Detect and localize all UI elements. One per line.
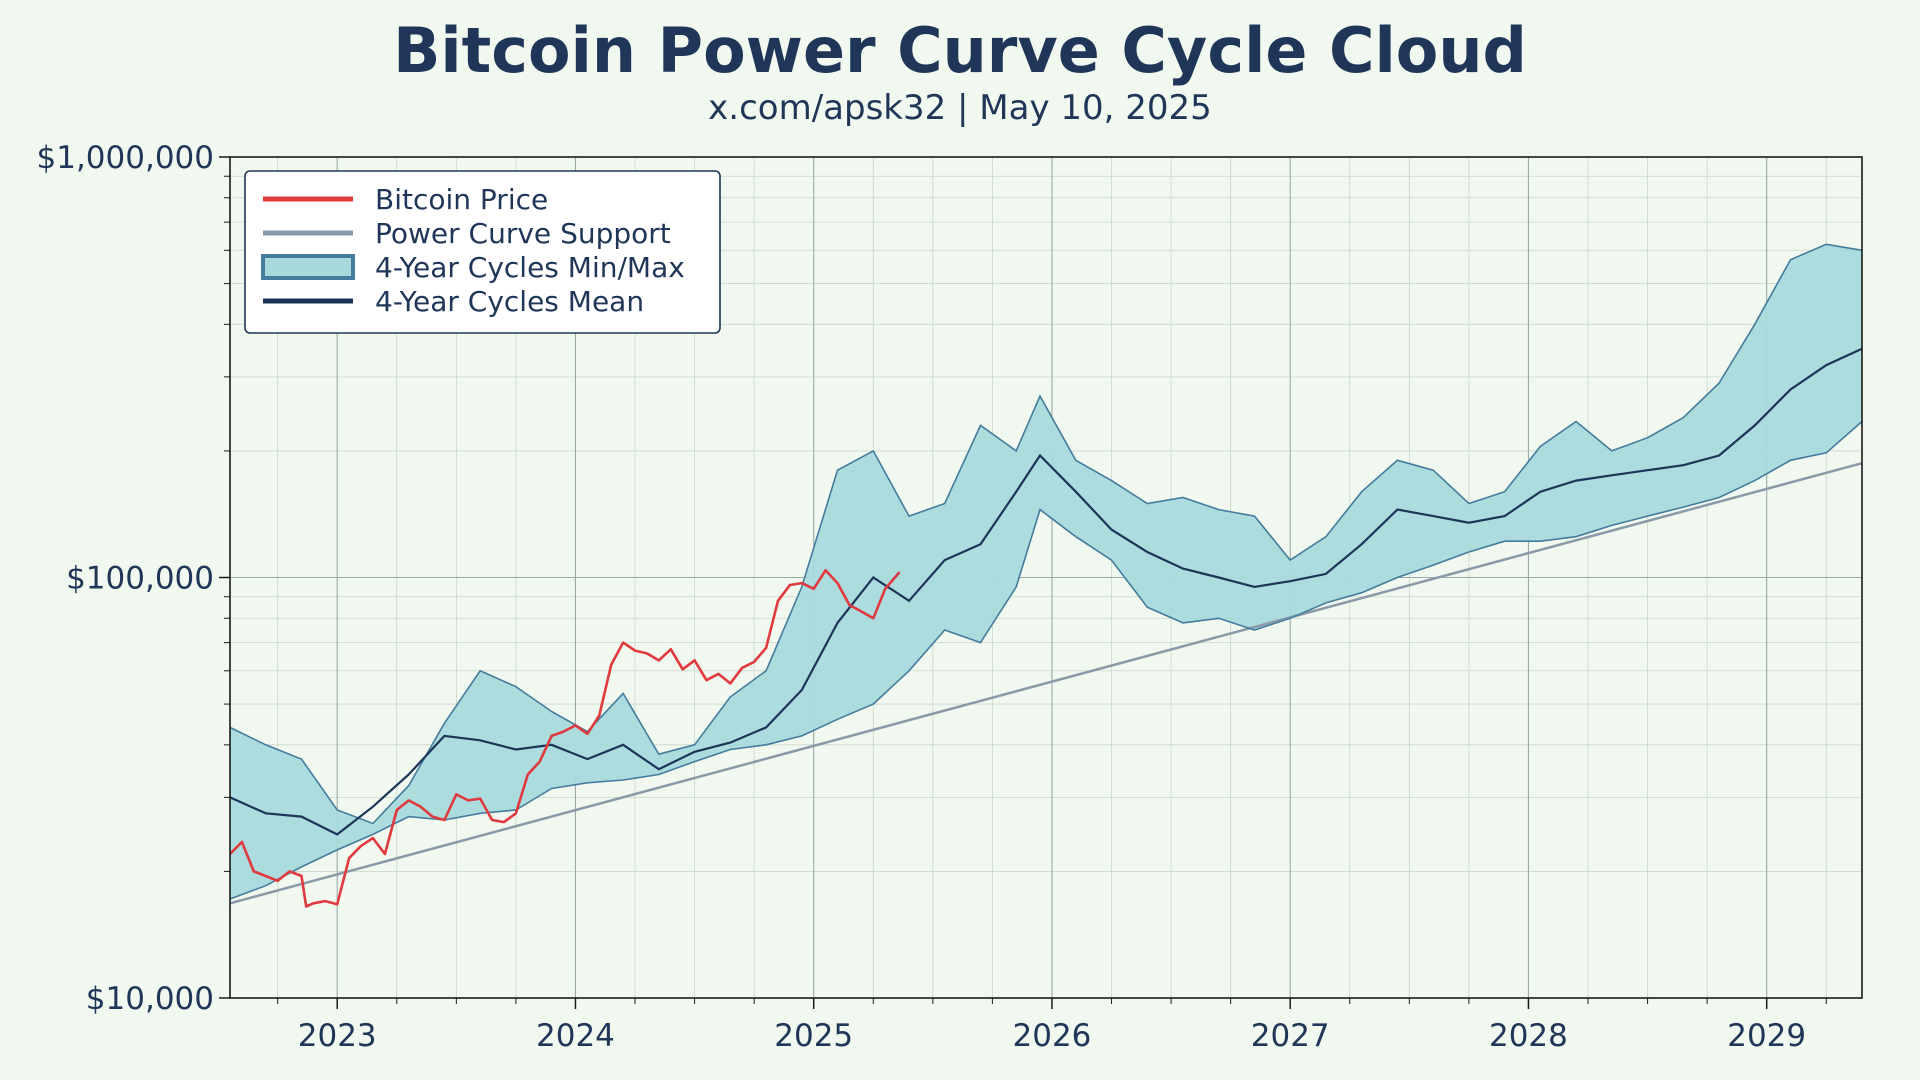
cycle-min-line [229, 420, 1863, 900]
min-max-band [230, 244, 1862, 900]
legend-label: 4-Year Cycles Mean [375, 285, 644, 318]
x-tick-label: 2026 [1013, 1018, 1092, 1054]
chart-title: Bitcoin Power Curve Cycle Cloud [393, 14, 1527, 87]
power-curve-support-line [229, 461, 1863, 905]
axis-layer: $10,000 $100,000 $1,000,000 2023 2024 2025 202… [37, 140, 1827, 1054]
x-tick-label: 2025 [774, 1018, 853, 1054]
legend-box [244, 170, 721, 334]
legend-label: Power Curve Support [375, 217, 671, 250]
x-tick-label: 2028 [1489, 1018, 1568, 1054]
cycle-mean-line [229, 347, 1863, 836]
x-tick-label: 2023 [298, 1018, 377, 1054]
y-tick-label: $10,000 [86, 981, 214, 1017]
x-tick-label: 2029 [1727, 1018, 1806, 1054]
cycle-band-fill [230, 244, 1862, 900]
y-tick-label: $100,000 [66, 561, 214, 597]
cycle-max-line [229, 243, 1863, 825]
x-tick-label: 2024 [536, 1018, 615, 1054]
series-layer [229, 243, 1863, 908]
x-tick-label: 2027 [1251, 1018, 1330, 1054]
legend-swatch-band [261, 254, 355, 280]
legend-label: Bitcoin Price [375, 183, 548, 216]
chart-subtitle: x.com/apsk32 | May 10, 2025 [708, 88, 1212, 128]
bitcoin-price-line [229, 568, 901, 908]
y-tick-label: $1,000,000 [37, 140, 215, 176]
legend-label: 4-Year Cycles Min/Max [375, 251, 685, 284]
